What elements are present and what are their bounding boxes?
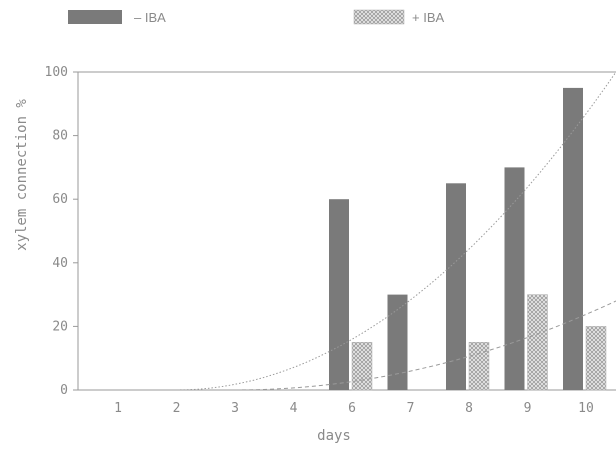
bar-plus-iba (351, 342, 373, 391)
x-axis-label: days (317, 428, 351, 444)
bar-minus-iba (329, 199, 349, 390)
x-tick-label: 9 (524, 401, 532, 416)
y-tick-label: 60 (52, 192, 68, 207)
trend-line-plus-iba (234, 300, 616, 391)
x-tick-label: 4 (290, 401, 298, 416)
bar-minus-iba (446, 183, 466, 390)
legend-label-plus-iba: + IBA (412, 10, 444, 25)
legend-swatch-plus-iba (353, 9, 405, 25)
bar-minus-iba (387, 294, 408, 390)
x-tick-label: 2 (173, 401, 181, 416)
bar-minus-iba (563, 87, 583, 391)
x-tick-label: 3 (231, 401, 239, 416)
x-tick-label: 1 (114, 401, 122, 416)
trend-lines (176, 71, 616, 391)
bar-plus-iba (527, 294, 548, 391)
y-tick-label: 20 (52, 319, 68, 334)
legend: – IBA + IBA (68, 9, 444, 25)
x-tick-label: 8 (465, 401, 473, 416)
x-tick-label: 7 (407, 401, 415, 416)
bars (329, 87, 607, 391)
bar-minus-iba (504, 167, 525, 390)
y-tick-label: 40 (52, 256, 68, 271)
x-tick-label: 6 (348, 401, 356, 416)
y-axis-label: xylem connection % (14, 99, 30, 251)
legend-swatch-minus-iba (68, 10, 122, 24)
y-tick-label: 0 (60, 383, 68, 398)
bar-plus-iba (468, 342, 490, 391)
y-ticks: 0 20 40 60 80 100 (45, 65, 78, 398)
y-tick-label: 100 (45, 65, 68, 80)
trend-line-minus-iba (176, 71, 616, 391)
x-ticks: 1 2 3 4 6 7 8 9 10 (114, 401, 594, 416)
legend-label-minus-iba: – IBA (134, 10, 166, 25)
x-tick-label: 10 (578, 401, 594, 416)
bar-plus-iba (585, 326, 607, 391)
y-tick-label: 80 (52, 129, 68, 144)
